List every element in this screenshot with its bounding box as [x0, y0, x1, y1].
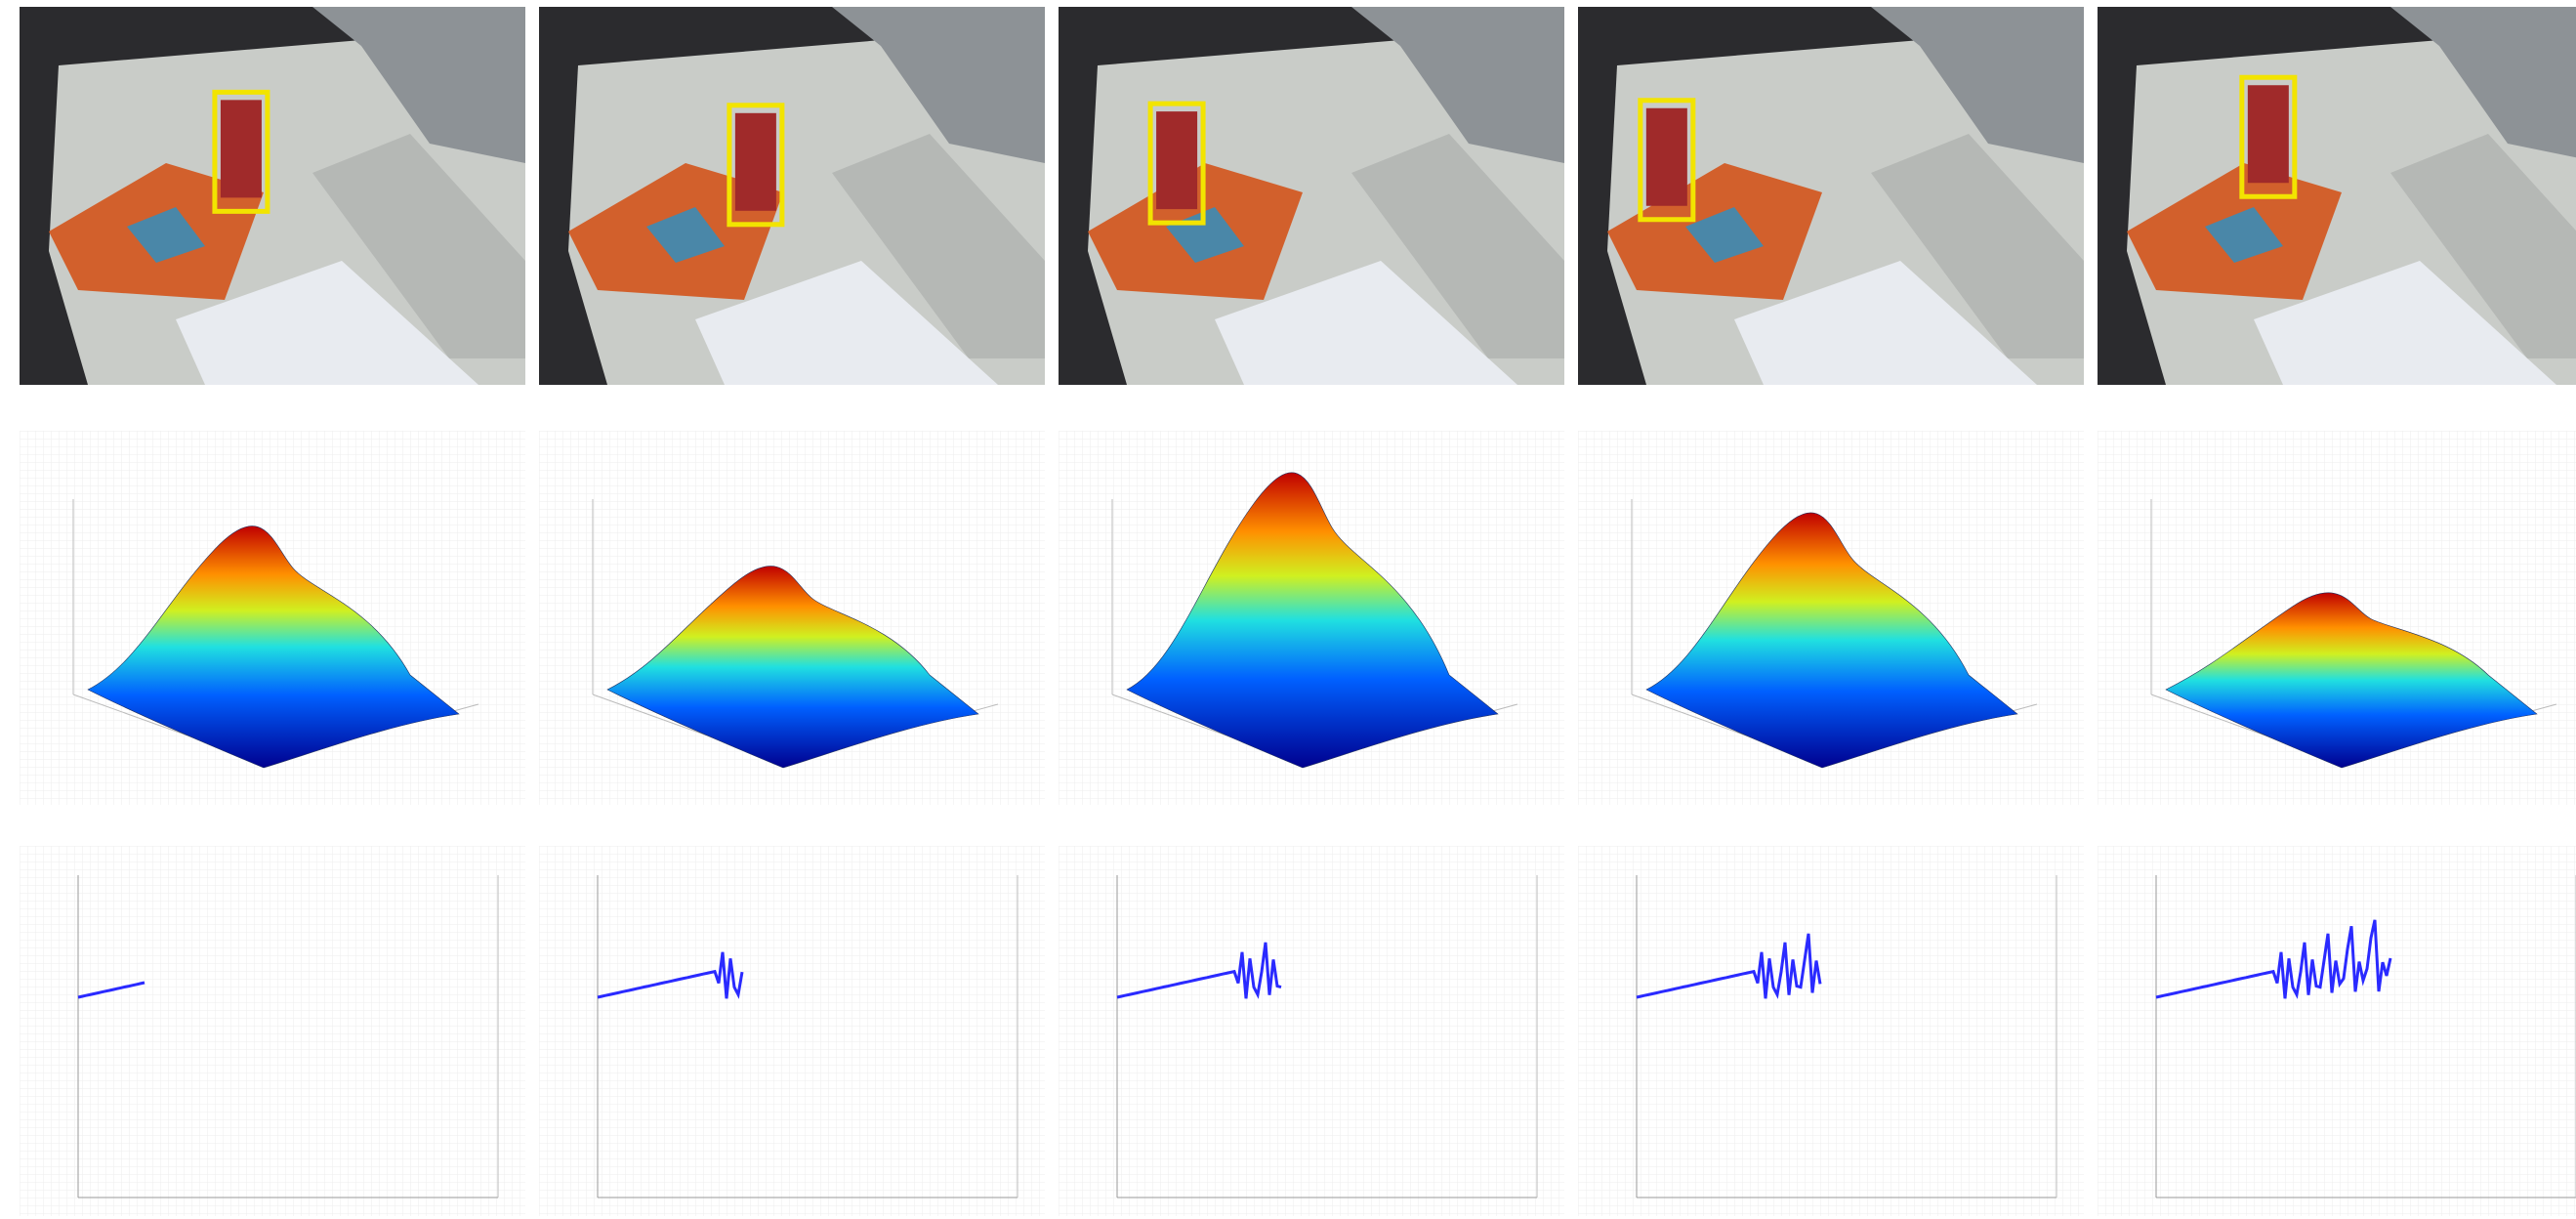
- tracking-box: [727, 103, 785, 228]
- trace: [77, 981, 145, 999]
- video-frame: [2098, 7, 2576, 385]
- tracking-box: [2239, 74, 2298, 199]
- screen: [1871, 7, 2084, 163]
- surface-plot: [2098, 431, 2576, 805]
- tracking-box: [1638, 98, 1696, 223]
- card: [127, 207, 205, 263]
- line-plot: [2098, 846, 2576, 1216]
- column: [539, 7, 1045, 1216]
- paper: [695, 261, 998, 385]
- plot-bg: [20, 846, 525, 1216]
- trace: [2155, 919, 2392, 999]
- plot-bg: [2098, 846, 2576, 1216]
- keyboard: [1351, 134, 1564, 358]
- trace: [597, 951, 744, 999]
- keyboard: [1871, 134, 2084, 358]
- surface: [2165, 592, 2538, 769]
- trace: [1636, 933, 1822, 999]
- video-frame: [539, 7, 1045, 385]
- surface: [1645, 512, 2018, 769]
- desk: [2127, 28, 2576, 385]
- plot-bg: [1578, 846, 2084, 1216]
- video-frame: [1059, 7, 1564, 385]
- screen: [2390, 7, 2576, 158]
- surface-plot: [20, 431, 525, 805]
- screen: [1351, 7, 1564, 163]
- line-plot: [1578, 846, 2084, 1216]
- line-plot: [20, 846, 525, 1216]
- card: [2205, 207, 2283, 263]
- can: [734, 112, 776, 211]
- surface: [87, 525, 460, 769]
- paper: [176, 261, 478, 385]
- paper: [1215, 261, 1517, 385]
- video-frame: [20, 7, 525, 385]
- surface: [1126, 472, 1499, 769]
- tracking-box: [1147, 101, 1206, 226]
- keyboard: [2390, 134, 2576, 358]
- column: [1578, 7, 2084, 1216]
- can: [1156, 111, 1198, 210]
- plot-bg: [539, 846, 1045, 1216]
- keyboard: [312, 134, 525, 358]
- surface-plot: [1578, 431, 2084, 805]
- paper: [1734, 261, 2037, 385]
- screen: [832, 7, 1045, 163]
- line-plot: [1059, 846, 1564, 1216]
- video-frame: [1578, 7, 2084, 385]
- paper: [2254, 261, 2556, 385]
- keyboard: [832, 134, 1045, 358]
- line-plot: [539, 846, 1045, 1216]
- surface: [606, 566, 979, 769]
- column: [1059, 7, 1564, 1216]
- column: [2098, 7, 2576, 1216]
- surface-plot: [539, 431, 1045, 805]
- can: [2247, 85, 2289, 184]
- card: [1685, 207, 1764, 263]
- screen: [312, 7, 525, 163]
- card: [646, 207, 725, 263]
- tracking-box: [212, 89, 270, 214]
- trace: [1116, 942, 1282, 999]
- can: [1645, 107, 1687, 206]
- plot-bg: [1059, 846, 1564, 1216]
- can: [220, 100, 262, 198]
- column: [20, 7, 525, 1216]
- surface-plot: [1059, 431, 1564, 805]
